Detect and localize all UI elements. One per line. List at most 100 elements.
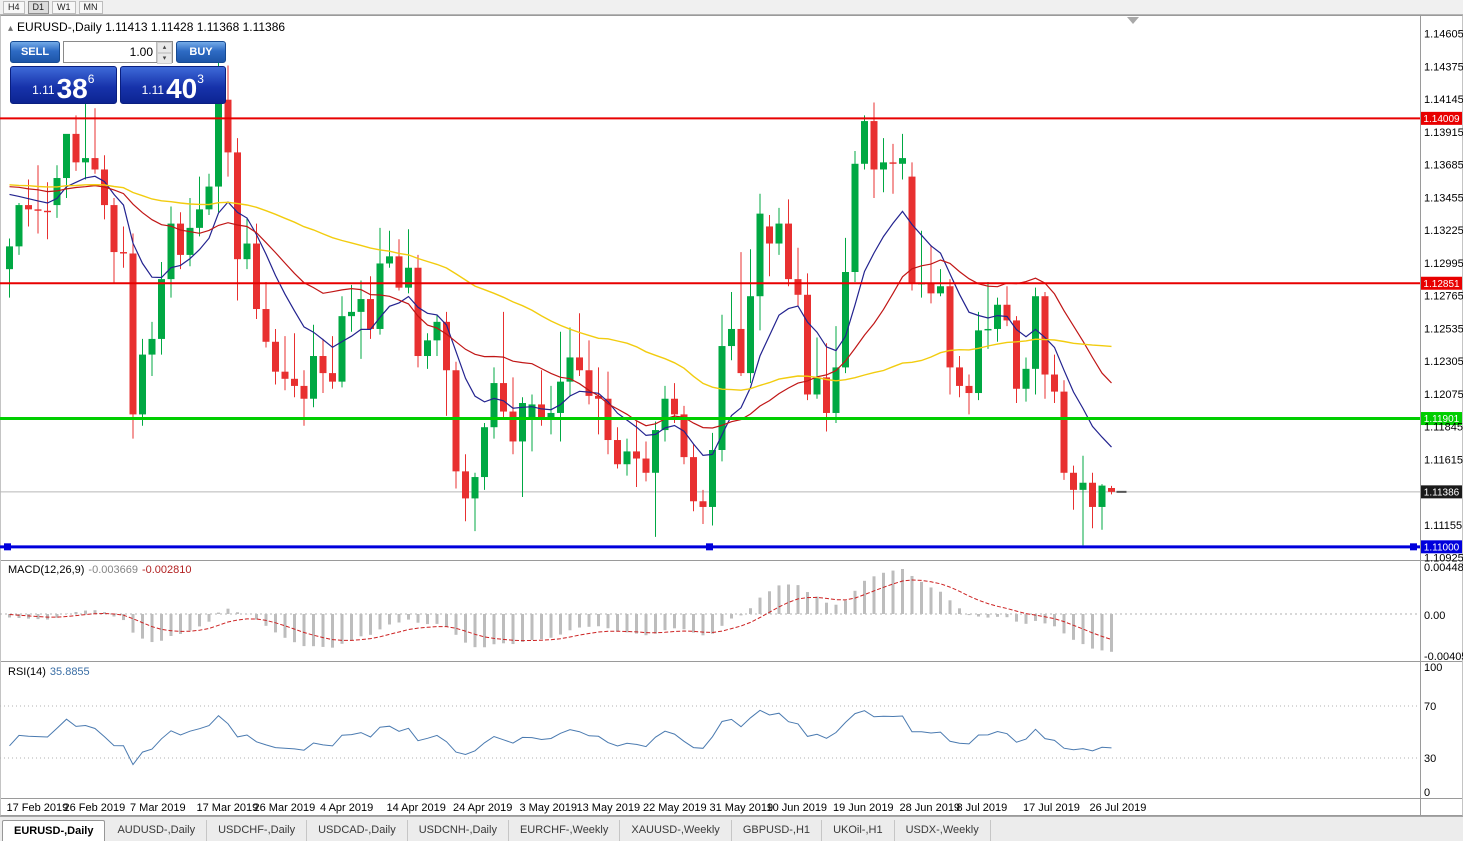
date-axis-label: 13 May 2019 bbox=[577, 802, 641, 814]
buy-price-pips: 40 bbox=[166, 73, 198, 105]
date-axis-label: 7 Mar 2019 bbox=[130, 802, 186, 814]
chart-tab-audusd[interactable]: AUDUSD-,Daily bbox=[106, 820, 208, 841]
ohlc-high: 1.11428 bbox=[150, 20, 194, 34]
price-tag bbox=[1421, 111, 1462, 125]
chart-tab-xauusd[interactable]: XAUUSD-,Weekly bbox=[620, 820, 732, 841]
ma-line-fast[interactable] bbox=[9, 175, 1112, 457]
rsi-indicator-label: RSI(14) 35.8855 bbox=[8, 666, 90, 678]
macd-pane: 0.004482 0.00 -0.004057 bbox=[0, 562, 1463, 663]
date-axis-label: 8 Jul 2019 bbox=[957, 802, 1008, 814]
sell-price-panel[interactable]: 1.11 38 6 bbox=[10, 66, 117, 104]
date-axis-label: 10 Jun 2019 bbox=[767, 802, 828, 814]
price-axis-label: 1.11155 bbox=[1424, 520, 1462, 532]
date-axis-label: 17 Jul 2019 bbox=[1023, 802, 1080, 814]
chart-tab-ukoil[interactable]: UKOil-,H1 bbox=[822, 820, 895, 841]
collapse-one-click-icon[interactable]: ▴ bbox=[8, 23, 14, 34]
date-axis-label: 4 Apr 2019 bbox=[320, 802, 373, 814]
chart-tab-eurusd[interactable]: EURUSD-,Daily bbox=[2, 820, 106, 841]
chart-tab-usdx[interactable]: USDX-,Weekly bbox=[895, 820, 991, 841]
volume-increase-icon[interactable]: ▴ bbox=[157, 42, 172, 53]
chart-tab-usdcnh[interactable]: USDCNH-,Daily bbox=[408, 820, 509, 841]
timeframe-button-d1[interactable]: D1 bbox=[27, 0, 50, 14]
price-axis-label: 1.13455 bbox=[1424, 192, 1463, 204]
rsi-pane: 100 70 30 0 bbox=[0, 662, 1442, 799]
ma-line-medium[interactable] bbox=[9, 184, 1112, 429]
rsi-axis-label: 70 bbox=[1424, 701, 1436, 713]
svg-text:1.11000: 1.11000 bbox=[1424, 542, 1460, 553]
price-axis-label: 1.13915 bbox=[1424, 127, 1463, 139]
ma-line-slow[interactable] bbox=[9, 183, 1112, 391]
buy-price-prefix: 1.11 bbox=[141, 83, 165, 97]
date-axis-label: 3 May 2019 bbox=[520, 802, 577, 814]
timeframe-button-w1[interactable]: W1 bbox=[52, 0, 76, 14]
ohlc-close: 1.11386 bbox=[242, 20, 286, 34]
price-tag bbox=[1421, 412, 1462, 426]
price-tag bbox=[1421, 485, 1462, 499]
date-axis-label: 26 Mar 2019 bbox=[254, 802, 316, 814]
price-axis-label: 1.12535 bbox=[1424, 323, 1463, 335]
timeframe-toolbar: H4 D1 W1 MN bbox=[0, 0, 1463, 15]
price-axis-label: 1.14375 bbox=[1424, 61, 1463, 73]
hline-handle[interactable] bbox=[4, 543, 11, 551]
moving-average-lines bbox=[9, 175, 1112, 457]
date-axis-label: 24 Apr 2019 bbox=[453, 802, 512, 814]
price-axis-label: 1.12305 bbox=[1424, 356, 1463, 368]
chart-tab-eurchf[interactable]: EURCHF-,Weekly bbox=[509, 820, 621, 841]
macd-name: MACD(12,26,9) bbox=[8, 564, 85, 576]
volume-spin-controls: ▴ ▾ bbox=[156, 42, 172, 64]
date-axis-label: 31 May 2019 bbox=[710, 802, 774, 814]
price-axis-label: 1.10925 bbox=[1424, 553, 1463, 565]
buy-price-panel[interactable]: 1.11 40 3 bbox=[119, 66, 226, 105]
sell-button[interactable]: SELL bbox=[10, 41, 60, 63]
date-axis-label: 19 Jun 2019 bbox=[833, 802, 894, 814]
chart-tab-gbpusd[interactable]: GBPUSD-,H1 bbox=[732, 820, 823, 841]
candlestick-series bbox=[6, 51, 1115, 546]
rsi-name: RSI(14) bbox=[8, 666, 46, 678]
buy-price-pipette: 3 bbox=[197, 72, 204, 86]
timeframe-button-mn[interactable]: MN bbox=[78, 0, 103, 14]
chart-tab-usdcad[interactable]: USDCAD-,Daily bbox=[307, 820, 408, 841]
date-axis-label: 26 Feb 2019 bbox=[64, 802, 126, 814]
date-axis-label: 17 Feb 2019 bbox=[7, 802, 69, 814]
date-axis-label: 26 Jul 2019 bbox=[1090, 802, 1147, 814]
chart-tab-bar: EURUSD-,Daily AUDUSD-,Daily USDCHF-,Daily U… bbox=[0, 816, 1463, 841]
horizontal-price-lines bbox=[0, 117, 1420, 551]
volume-value[interactable]: 1.00 bbox=[129, 45, 153, 59]
svg-text:1.11386: 1.11386 bbox=[1424, 487, 1460, 498]
price-axis-label: 1.13225 bbox=[1424, 225, 1463, 237]
timeframe-buttons: H4 D1 W1 MN bbox=[3, 0, 106, 14]
price-axis-label: 1.12765 bbox=[1424, 291, 1463, 303]
macd-main-value: -0.003669 bbox=[88, 564, 138, 576]
chart-shift-icon[interactable] bbox=[1127, 17, 1139, 24]
price-axis-label: 1.14605 bbox=[1424, 29, 1463, 41]
price-tag bbox=[1421, 276, 1462, 290]
svg-text:1.11901: 1.11901 bbox=[1424, 414, 1460, 425]
buy-button[interactable]: BUY bbox=[176, 41, 226, 63]
price-axis: 1.14009 1.12851 1.11901 1.11000 1.14605 1.143… bbox=[1421, 29, 1463, 565]
price-axis-label: 1.14145 bbox=[1424, 94, 1463, 106]
date-axis-label: 17 Mar 2019 bbox=[197, 802, 259, 814]
macd-indicator-label: MACD(12,26,9) -0.003669 -0.002810 bbox=[8, 564, 192, 576]
price-axis-label: 1.13685 bbox=[1424, 160, 1463, 172]
price-axis-label: 1.11845 bbox=[1424, 422, 1463, 434]
timeframe-button-h4[interactable]: H4 bbox=[3, 0, 25, 14]
rsi-axis-label: 0 bbox=[1424, 787, 1430, 799]
volume-decrease-icon[interactable]: ▾ bbox=[157, 53, 172, 64]
chart-tab-usdchf[interactable]: USDCHF-,Daily bbox=[207, 820, 308, 841]
rsi-line bbox=[9, 709, 1112, 766]
chart-symbol-label: EURUSD-,Daily bbox=[17, 20, 102, 34]
hline-handle[interactable] bbox=[1410, 543, 1417, 551]
date-axis-label: 28 Jun 2019 bbox=[900, 802, 961, 814]
date-axis-label: 22 May 2019 bbox=[643, 802, 707, 814]
macd-axis-label: 0.00 bbox=[1424, 610, 1445, 622]
svg-text:1.14009: 1.14009 bbox=[1423, 114, 1460, 125]
volume-spinner[interactable]: 1.00 ▴ ▾ bbox=[63, 41, 173, 64]
sell-price-pips: 38 bbox=[56, 73, 88, 105]
hline-handle[interactable] bbox=[706, 543, 713, 551]
svg-text:1.12851: 1.12851 bbox=[1423, 279, 1460, 290]
rsi-value: 35.8855 bbox=[49, 666, 90, 678]
macd-axis-label: 0.004482 bbox=[1424, 562, 1463, 574]
rsi-axis-label: 100 bbox=[1424, 662, 1442, 674]
